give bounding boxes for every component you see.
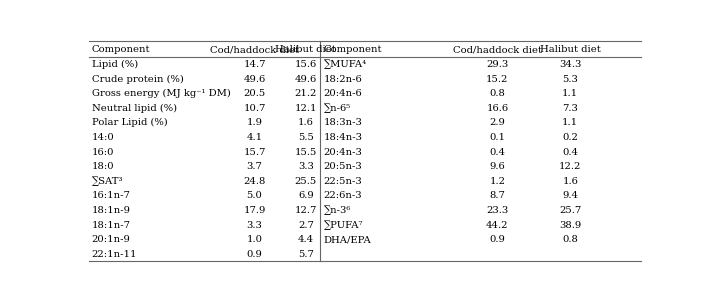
Text: 25.5: 25.5 xyxy=(295,177,317,186)
Text: 29.3: 29.3 xyxy=(486,60,508,69)
Text: 12.2: 12.2 xyxy=(559,162,582,171)
Text: 4.1: 4.1 xyxy=(246,133,263,142)
Text: 20.5: 20.5 xyxy=(244,89,266,98)
Text: 1.6: 1.6 xyxy=(298,118,314,127)
Text: 38.9: 38.9 xyxy=(559,221,581,230)
Text: 5.5: 5.5 xyxy=(298,133,314,142)
Text: 0.9: 0.9 xyxy=(246,250,263,259)
Text: 8.7: 8.7 xyxy=(489,191,506,200)
Text: 22:5n-3: 22:5n-3 xyxy=(323,177,362,186)
Text: 12.1: 12.1 xyxy=(295,104,317,113)
Text: ∑MUFA⁴: ∑MUFA⁴ xyxy=(323,60,367,69)
Text: 49.6: 49.6 xyxy=(295,75,317,84)
Text: 15.7: 15.7 xyxy=(244,147,266,157)
Text: 0.9: 0.9 xyxy=(489,235,506,244)
Text: 22:1n-11: 22:1n-11 xyxy=(92,250,137,259)
Text: 15.2: 15.2 xyxy=(486,75,508,84)
Text: 10.7: 10.7 xyxy=(244,104,266,113)
Text: 24.8: 24.8 xyxy=(244,177,266,186)
Text: 3.3: 3.3 xyxy=(246,221,263,230)
Text: 0.1: 0.1 xyxy=(489,133,506,142)
Text: 4.4: 4.4 xyxy=(298,235,314,244)
Text: 0.8: 0.8 xyxy=(562,235,578,244)
Text: 3.7: 3.7 xyxy=(246,162,263,171)
Text: DHA/EPA: DHA/EPA xyxy=(323,235,371,244)
Text: 1.1: 1.1 xyxy=(562,89,578,98)
Text: 20:1n-9: 20:1n-9 xyxy=(92,235,130,244)
Text: 18:0: 18:0 xyxy=(92,162,115,171)
Text: 44.2: 44.2 xyxy=(486,221,508,230)
Text: 5.0: 5.0 xyxy=(246,191,263,200)
Text: Halibut diet: Halibut diet xyxy=(276,45,336,54)
Text: Component: Component xyxy=(323,45,382,54)
Text: 20:4n-6: 20:4n-6 xyxy=(323,89,362,98)
Text: 18:1n-9: 18:1n-9 xyxy=(92,206,131,215)
Text: Gross energy (MJ kg⁻¹ DM): Gross energy (MJ kg⁻¹ DM) xyxy=(92,89,231,98)
Text: 17.9: 17.9 xyxy=(244,206,266,215)
Text: 7.3: 7.3 xyxy=(562,104,578,113)
Text: 1.0: 1.0 xyxy=(246,235,263,244)
Text: 23.3: 23.3 xyxy=(486,206,508,215)
Text: Component: Component xyxy=(92,45,150,54)
Text: 12.7: 12.7 xyxy=(295,206,317,215)
Text: 18:1n-7: 18:1n-7 xyxy=(92,221,131,230)
Text: 1.1: 1.1 xyxy=(562,118,578,127)
Text: Cod/haddock diet: Cod/haddock diet xyxy=(453,45,542,54)
Text: 15.6: 15.6 xyxy=(295,60,317,69)
Text: ∑PUFA⁷: ∑PUFA⁷ xyxy=(323,220,363,230)
Text: 9.4: 9.4 xyxy=(562,191,578,200)
Text: 1.2: 1.2 xyxy=(489,177,506,186)
Text: 1.6: 1.6 xyxy=(562,177,578,186)
Text: 18:2n-6: 18:2n-6 xyxy=(323,75,362,84)
Text: Lipid (%): Lipid (%) xyxy=(92,60,138,69)
Text: 9.6: 9.6 xyxy=(489,162,506,171)
Text: 16.6: 16.6 xyxy=(486,104,508,113)
Text: Neutral lipid (%): Neutral lipid (%) xyxy=(92,104,177,113)
Text: ∑SAT³: ∑SAT³ xyxy=(92,177,123,186)
Text: 3.3: 3.3 xyxy=(298,162,314,171)
Text: 22:6n-3: 22:6n-3 xyxy=(323,191,362,200)
Text: 14.7: 14.7 xyxy=(244,60,266,69)
Text: 0.4: 0.4 xyxy=(562,147,578,157)
Text: Halibut diet: Halibut diet xyxy=(540,45,600,54)
Text: 49.6: 49.6 xyxy=(244,75,266,84)
Text: 6.9: 6.9 xyxy=(298,191,314,200)
Text: 25.7: 25.7 xyxy=(559,206,581,215)
Text: 0.8: 0.8 xyxy=(489,89,506,98)
Text: 18:4n-3: 18:4n-3 xyxy=(323,133,362,142)
Text: 2.7: 2.7 xyxy=(298,221,314,230)
Text: 18:3n-3: 18:3n-3 xyxy=(323,118,362,127)
Text: 5.3: 5.3 xyxy=(562,75,578,84)
Text: ∑n-6⁵: ∑n-6⁵ xyxy=(323,103,350,113)
Text: 1.9: 1.9 xyxy=(246,118,263,127)
Text: 14:0: 14:0 xyxy=(92,133,115,142)
Text: 5.7: 5.7 xyxy=(298,250,314,259)
Text: 2.9: 2.9 xyxy=(489,118,506,127)
Text: 21.2: 21.2 xyxy=(295,89,317,98)
Text: Cod/haddock diet: Cod/haddock diet xyxy=(210,45,299,54)
Text: Polar Lipid (%): Polar Lipid (%) xyxy=(92,118,167,128)
Text: Crude protein (%): Crude protein (%) xyxy=(92,75,184,84)
Text: 20:5n-3: 20:5n-3 xyxy=(323,162,362,171)
Text: 16:1n-7: 16:1n-7 xyxy=(92,191,130,200)
Text: 16:0: 16:0 xyxy=(92,147,114,157)
Text: ∑n-3⁶: ∑n-3⁶ xyxy=(323,206,351,215)
Text: 0.4: 0.4 xyxy=(489,147,506,157)
Text: 15.5: 15.5 xyxy=(295,147,317,157)
Text: 20:4n-3: 20:4n-3 xyxy=(323,147,362,157)
Text: 0.2: 0.2 xyxy=(562,133,578,142)
Text: 34.3: 34.3 xyxy=(559,60,582,69)
